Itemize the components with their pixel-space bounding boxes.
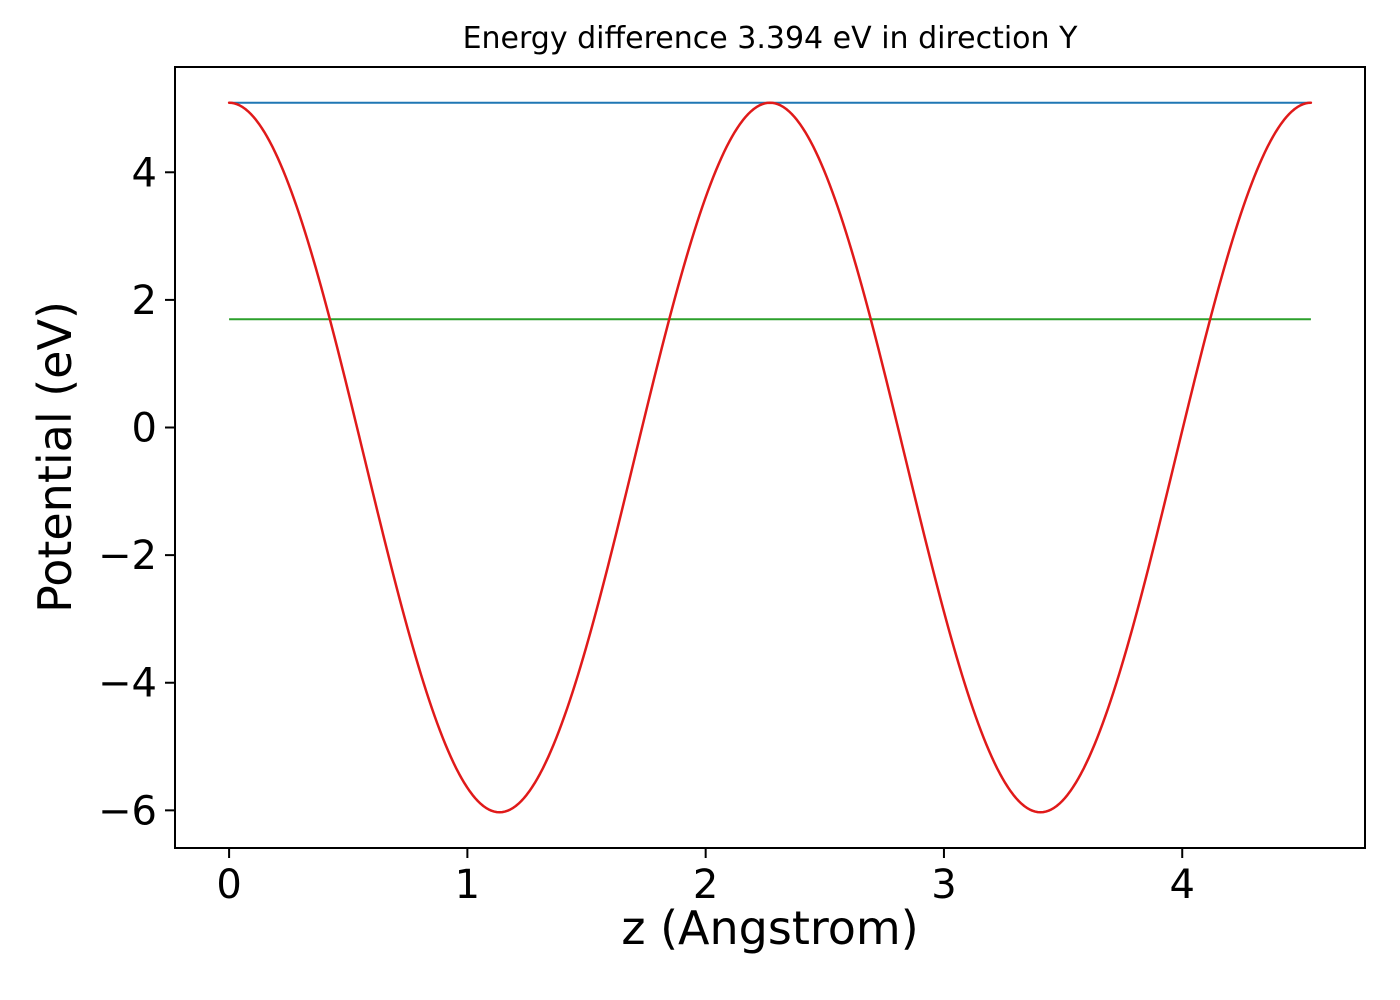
x-tick-label: 4	[1170, 862, 1195, 908]
x-tick-label: 3	[931, 862, 956, 908]
x-tick-label: 0	[216, 862, 241, 908]
y-tick-label: 0	[132, 406, 157, 452]
x-axis-label: z (Angstrom)	[621, 901, 919, 955]
chart-title: Energy difference 3.394 eV in direction …	[462, 21, 1078, 56]
y-tick-label: −4	[98, 661, 157, 707]
plot-border	[174, 66, 1366, 849]
x-tick-label: 2	[693, 862, 718, 908]
potential-curve	[227, 101, 1313, 814]
y-tick-label: 2	[132, 278, 157, 324]
y-tick-label: −2	[98, 533, 157, 579]
x-tick-label: 1	[455, 862, 480, 908]
y-tick-label: −6	[98, 788, 157, 834]
y-tick-label: 4	[132, 150, 157, 196]
